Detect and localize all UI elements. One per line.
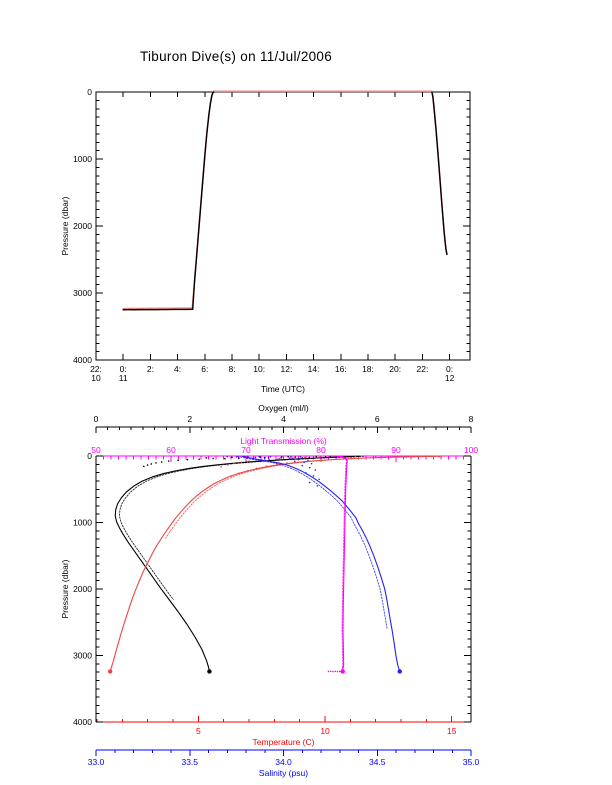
svg-text:4000: 4000 — [73, 717, 92, 727]
svg-text:5: 5 — [196, 726, 201, 736]
light-transmission-profile-series — [327, 455, 348, 674]
svg-text:18:: 18: — [362, 364, 374, 374]
temperature-profile-series — [107, 455, 447, 674]
svg-text:11: 11 — [119, 373, 128, 383]
svg-text:22:: 22: — [90, 364, 102, 374]
svg-text:4000: 4000 — [73, 355, 92, 365]
svg-text:4: 4 — [281, 414, 286, 424]
time-axis: 22:100:112: 4: 6: 8: 10: 12: 14: 16: 18: 20: 22: 0:… — [90, 92, 455, 394]
svg-text:34.0: 34.0 — [275, 757, 292, 767]
svg-text:22:: 22: — [416, 364, 428, 374]
pressure-series — [122, 90, 448, 311]
svg-text:8:: 8: — [228, 364, 235, 374]
pressure-axis: 0 1000 2000 3000 4000 Pressure (dbar) — [60, 87, 470, 365]
svg-text:70: 70 — [241, 445, 251, 455]
svg-text:34.5: 34.5 — [369, 757, 386, 767]
oxygen-axis: Oxygen (ml/l) 0 2 4 6 8 — [94, 403, 474, 433]
svg-text:6:: 6: — [201, 364, 208, 374]
svg-text:0: 0 — [87, 451, 92, 461]
page-title: Tiburon Dive(s) on 11/Jul/2006 — [139, 49, 333, 64]
temperature-axis: 5 10 15 Temperature (C) — [96, 716, 471, 747]
svg-text:8: 8 — [469, 414, 474, 424]
svg-text:0: 0 — [87, 87, 92, 97]
light-transmission-axis: Light Transmission (%) 50 60 70 80 90 100 — [91, 436, 478, 462]
svg-text:2: 2 — [187, 414, 192, 424]
svg-text:3000: 3000 — [73, 651, 92, 661]
ctd-profile-chart: Oxygen (ml/l) 0 2 4 6 8 Light Transmission (%)… — [60, 403, 480, 778]
svg-text:15: 15 — [447, 726, 457, 736]
svg-text:Pressure (dbar): Pressure (dbar) — [60, 559, 70, 618]
svg-text:6: 6 — [375, 414, 380, 424]
svg-text:Salinity (psu): Salinity (psu) — [259, 768, 308, 778]
svg-text:0:: 0: — [446, 364, 453, 374]
svg-text:60: 60 — [166, 445, 176, 455]
svg-text:12: 12 — [445, 373, 455, 383]
svg-text:Pressure (dbar): Pressure (dbar) — [60, 196, 70, 255]
svg-text:0:: 0: — [120, 364, 127, 374]
svg-text:35.0: 35.0 — [463, 757, 480, 767]
svg-text:80: 80 — [316, 445, 326, 455]
svg-text:10: 10 — [91, 373, 101, 383]
pressure-axis: 0 1000 2000 3000 4000 Pressure (dbar) — [60, 451, 472, 727]
svg-text:14:: 14: — [308, 364, 320, 374]
salinity-axis: 33.0 33.5 34.0 34.5 35.0 Salinity (psu) — [88, 749, 480, 778]
svg-text:50: 50 — [91, 445, 101, 455]
svg-text:Temperature (C): Temperature (C) — [253, 737, 315, 747]
svg-text:90: 90 — [391, 445, 401, 455]
svg-text:33.5: 33.5 — [181, 757, 198, 767]
svg-text:100: 100 — [464, 445, 478, 455]
svg-text:2000: 2000 — [73, 584, 92, 594]
svg-text:10: 10 — [320, 726, 330, 736]
svg-text:4:: 4: — [174, 364, 181, 374]
oxygen-profile-series — [114, 455, 365, 674]
svg-text:2000: 2000 — [73, 221, 92, 231]
salinity-profile-series — [226, 455, 402, 674]
svg-text:Time (UTC): Time (UTC) — [261, 384, 305, 394]
svg-text:16:: 16: — [335, 364, 347, 374]
svg-text:2:: 2: — [147, 364, 154, 374]
svg-text:Oxygen (ml/l): Oxygen (ml/l) — [258, 403, 309, 413]
svg-text:Light Transmission (%): Light Transmission (%) — [240, 436, 327, 446]
svg-text:33.0: 33.0 — [88, 757, 105, 767]
svg-text:20:: 20: — [389, 364, 401, 374]
svg-text:3000: 3000 — [73, 288, 92, 298]
svg-text:10:: 10: — [253, 364, 265, 374]
svg-text:0: 0 — [94, 414, 99, 424]
svg-text:12:: 12: — [280, 364, 292, 374]
svg-text:1000: 1000 — [73, 518, 92, 528]
svg-text:1000: 1000 — [73, 154, 92, 164]
